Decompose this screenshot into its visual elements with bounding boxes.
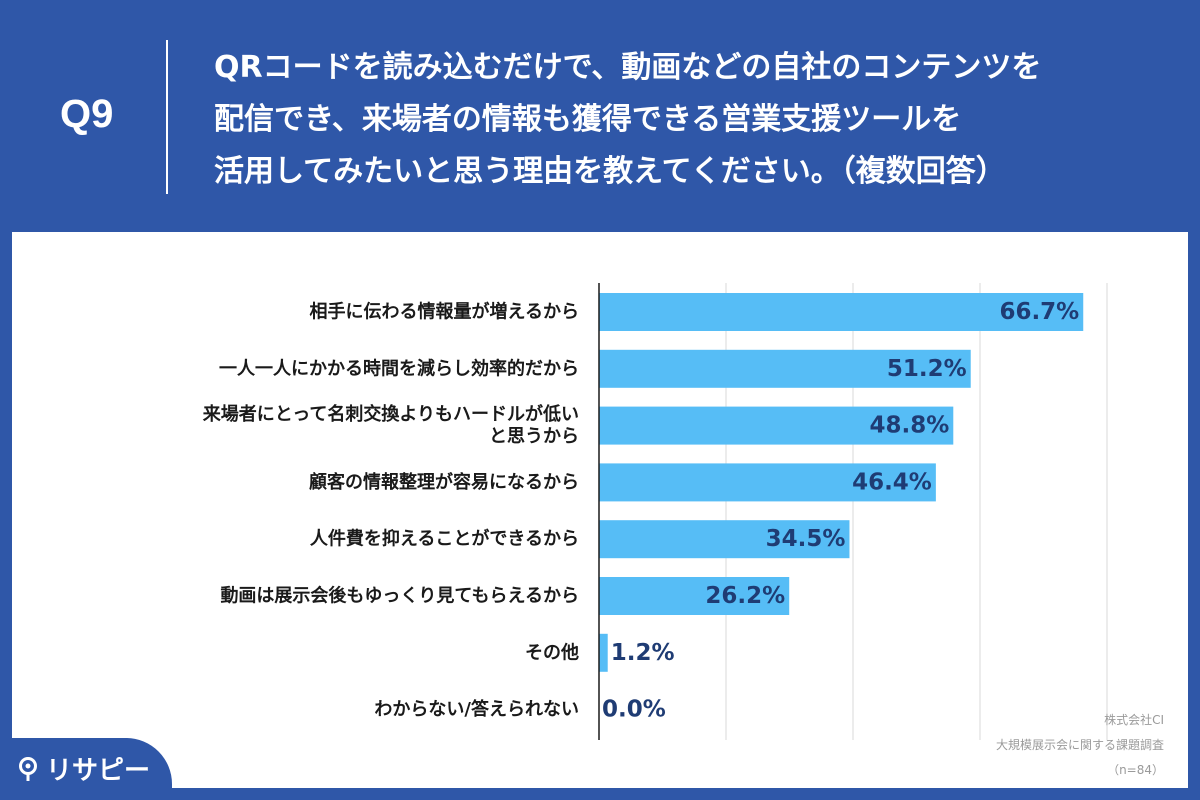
data-label: 46.4% xyxy=(852,469,932,495)
survey-credit: 株式会社CI 大規模展示会に関する課題調査 （n=84） xyxy=(996,708,1164,783)
data-label: 0.0% xyxy=(602,697,666,723)
data-label: 34.5% xyxy=(766,526,846,552)
bar xyxy=(599,633,608,672)
category-label: 顧客の情報整理が容易になるから xyxy=(309,471,579,493)
bar xyxy=(599,293,1084,331)
bar xyxy=(599,406,954,445)
category-label: 来場者にとって名刺交換よりもハードルが低い xyxy=(202,403,579,425)
logo-tab xyxy=(0,738,172,800)
category-label: 相手に伝わる情報量が増えるから xyxy=(310,301,579,323)
category-label: と思うから xyxy=(489,426,579,447)
question-text: QRコードを読み込むだけで、動画などの自社のコンテンツを 配信でき、来場者の情報… xyxy=(214,42,1174,198)
bar xyxy=(599,577,790,615)
logo-text: リサピー xyxy=(46,756,151,786)
question-line-1: QRコードを読み込むだけで、動画などの自社のコンテンツを xyxy=(214,50,1042,85)
bar xyxy=(599,463,936,502)
credit-sample: （n=84） xyxy=(1107,763,1164,777)
data-label: 66.7% xyxy=(999,299,1079,325)
bar xyxy=(599,349,971,388)
header-divider xyxy=(166,40,168,194)
question-header: Q9 QRコードを読み込むだけで、動画などの自社のコンテンツを 配信でき、来場者… xyxy=(0,0,1200,232)
pin-icon xyxy=(19,756,37,781)
question-line-2: 配信でき、来場者の情報も獲得できる営業支援ツールを xyxy=(214,102,962,137)
question-line-3: 活用してみたいと思う理由を教えてください。（複数回答） xyxy=(214,154,1006,189)
brand-logo: リサピー xyxy=(18,750,150,787)
data-label: 26.2% xyxy=(705,583,785,609)
data-label: 1.2% xyxy=(611,640,675,666)
category-label: 動画は展示会後もゆっくり見てもらえるから xyxy=(220,585,579,607)
credit-company: 株式会社CI xyxy=(1104,713,1164,727)
category-label: わからない/答えられない xyxy=(374,698,579,720)
question-number: Q9 xyxy=(60,92,114,136)
bar xyxy=(599,520,850,559)
category-label: その他 xyxy=(525,641,579,663)
data-label: 48.8% xyxy=(869,413,949,439)
data-label: 51.2% xyxy=(887,356,967,382)
category-label: 人件費を抑えることができるから xyxy=(310,528,579,550)
credit-survey: 大規模展示会に関する課題調査 xyxy=(995,738,1164,752)
category-label: 一人一人にかかる時間を減らし効率的だから xyxy=(219,357,579,379)
